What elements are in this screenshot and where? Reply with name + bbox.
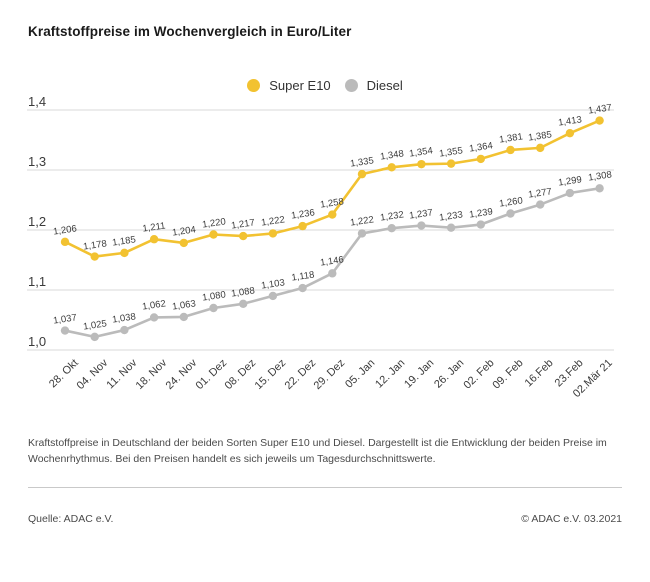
diesel-point (387, 224, 396, 233)
chart-canvas (27, 109, 614, 351)
super-e10-point (60, 237, 70, 247)
super-e10-legend-dot-icon (247, 78, 261, 92)
diesel-point (90, 332, 99, 342)
source-label: Quelle: ADAC e.V. (28, 513, 114, 525)
super-e10-point (446, 159, 456, 168)
diesel-point (298, 283, 307, 293)
diesel-point (328, 269, 337, 278)
y-axis-tick-label: 1,2 (28, 214, 47, 229)
super-e10-point (149, 235, 159, 244)
diesel-point (446, 223, 456, 232)
diesel-point (417, 221, 426, 230)
super-e10-point (209, 230, 218, 239)
super-e10-point (298, 221, 307, 231)
diesel-point (120, 325, 129, 335)
super-e10-point (417, 159, 426, 169)
y-axis-tick-label: 1,1 (28, 274, 47, 289)
diesel-legend-dot-icon (344, 78, 358, 92)
super-e10-point (387, 163, 396, 172)
diesel-point (209, 303, 218, 313)
super-e10-point (179, 238, 188, 248)
diesel-point (595, 184, 604, 193)
legend-label-super-e10: Super E10 (269, 77, 331, 93)
super-e10-point (536, 143, 545, 153)
divider (28, 487, 622, 488)
y-axis-tick-label: 1,4 (28, 94, 47, 109)
chart-legend: Super E10 Diesel (0, 77, 650, 93)
diesel-point (179, 312, 188, 322)
super-e10-point (506, 145, 515, 155)
diesel-point (149, 313, 159, 322)
diesel-point (268, 291, 278, 301)
copyright-label: © ADAC e.V. 03.2021 (521, 513, 622, 525)
line-chart: 1,0 1,1 1,2 1,3 1,4 1,206 1,178 1,185 1,211 1,204… (27, 94, 615, 400)
super-e10-point (328, 210, 337, 219)
super-e10-point (565, 128, 575, 138)
diesel-point (60, 326, 70, 335)
diesel-point (239, 299, 248, 308)
diesel-point (357, 229, 367, 238)
super-e10-point (357, 169, 367, 179)
y-axis-tick-label: 1,0 (28, 334, 47, 349)
footer: Quelle: ADAC e.V. © ADAC e.V. 03.2021 (28, 513, 622, 525)
diesel-point (476, 220, 485, 229)
super-e10-point (239, 231, 248, 241)
super-e10-point (595, 116, 604, 125)
super-e10-point (476, 154, 485, 164)
super-e10-point (120, 248, 129, 258)
diesel-point (536, 200, 545, 209)
legend-item-diesel: Diesel (344, 77, 403, 93)
super-e10-point (90, 252, 99, 261)
legend-label-diesel: Diesel (366, 77, 403, 93)
chart-description: Kraftstoffpreise in Deutschland der beid… (28, 437, 607, 465)
legend-item-super-e10: Super E10 (247, 77, 331, 93)
super-e10-point (268, 229, 278, 238)
chart-title: Kraftstoffpreise im Wochenvergleich in E… (28, 24, 352, 39)
y-axis-tick-label: 1,3 (28, 154, 47, 169)
diesel-point (506, 209, 515, 218)
diesel-point (565, 188, 575, 198)
